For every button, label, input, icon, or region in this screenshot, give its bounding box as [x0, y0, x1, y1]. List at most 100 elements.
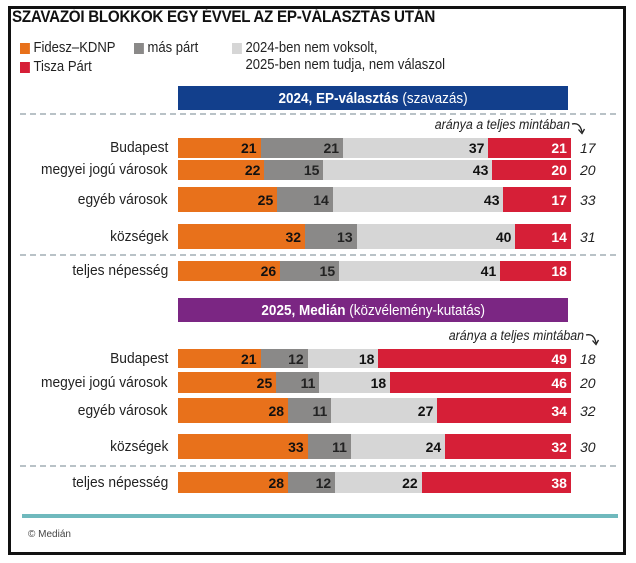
chart-title: SZAVAZÓI BLOKKOK EGY ÉVVEL AZ EP-VÁLASZT…	[12, 8, 436, 26]
data-label: 21	[240, 350, 257, 367]
category-label: egyéb városok	[78, 401, 168, 419]
bar-segment-fidesz: 33	[178, 434, 308, 459]
data-label: 28	[268, 474, 285, 491]
data-label: 18	[370, 374, 387, 391]
category-label: községek	[109, 227, 168, 245]
data-label: 11	[312, 402, 328, 419]
data-label: 22	[244, 162, 261, 178]
legend-label-tisza: Tisza Párt	[33, 59, 92, 75]
stacked-bar: 22 15 43 20	[178, 160, 571, 180]
data-label: 21	[240, 140, 257, 156]
stacked-bar: 28 12 22 38	[178, 472, 571, 493]
section-header-2025-rest: (közvélemény-kutatás)	[348, 301, 485, 319]
bar-segment-tisza: 32	[445, 434, 571, 459]
dashed-separator	[20, 465, 616, 467]
legend-item-undecided: 2024-ben nem voksolt, 2025-ben nem tudja…	[232, 40, 445, 74]
data-label: 28	[268, 402, 285, 419]
stacked-bar: 25 14 43 17	[178, 187, 571, 212]
share-of-sample-value: 17	[580, 140, 596, 156]
bar-segment-tisza: 46	[390, 372, 571, 393]
share-note-2025: aránya a teljes mintában	[448, 328, 584, 343]
legend-swatch-other	[134, 43, 144, 54]
data-label: 20	[551, 162, 567, 178]
data-label: 24	[425, 438, 442, 455]
legend-label-undecided: 2024-ben nem voksolt, 2025-ben nem tudja…	[246, 40, 446, 74]
share-of-sample-value: 20	[580, 162, 596, 178]
legend-item-tisza: Tisza Párt	[20, 59, 92, 76]
data-label: 26	[260, 263, 277, 279]
source-credit: © Medián	[28, 529, 71, 540]
stacked-bar: 21 21 37 21	[178, 138, 571, 158]
footer-rule	[22, 514, 618, 518]
bar-segment-tisza: 38	[421, 472, 571, 493]
bar-segment-undecided: 18	[307, 349, 379, 368]
bar-segment-tisza: 14	[515, 224, 571, 249]
data-label: 18	[358, 350, 375, 367]
data-label: 43	[483, 191, 500, 208]
category-label: teljes népesség	[72, 262, 168, 279]
data-label: 22	[402, 474, 418, 491]
bar-segment-tisza: 20	[492, 160, 571, 180]
share-of-sample-value: 31	[580, 228, 596, 245]
stacked-bar: 21 12 18 49	[178, 349, 571, 368]
data-label: 46	[551, 374, 567, 391]
bar-segment-other: 21	[260, 138, 344, 158]
data-label: 12	[288, 350, 304, 367]
stacked-bar: 33 11 24 32	[178, 434, 571, 459]
data-label: 15	[303, 162, 320, 178]
legend-swatch-fidesz	[20, 43, 30, 54]
section-header-2025-bold: 2025, Medián	[261, 301, 346, 319]
stacked-bar: 32 13 40 14	[178, 224, 571, 249]
legend-item-fidesz: Fidesz–KDNP	[20, 40, 115, 57]
category-label: Budapest	[109, 139, 168, 156]
bar-segment-tisza: 17	[503, 187, 571, 212]
data-label: 13	[337, 228, 353, 245]
data-label: 40	[495, 228, 512, 245]
data-label: 21	[323, 140, 340, 156]
stacked-bar: 25 11 18 46	[178, 372, 571, 393]
bar-segment-undecided: 37	[343, 138, 489, 158]
category-label: megyei jogú városok	[41, 161, 168, 178]
data-label: 14	[313, 191, 329, 208]
bar-segment-other: 13	[305, 224, 357, 249]
dashed-separator	[20, 254, 616, 256]
data-label: 32	[551, 438, 567, 455]
stacked-bar: 26 15 41 18	[178, 261, 571, 281]
data-label: 25	[257, 191, 274, 208]
bar-segment-other: 15	[264, 160, 324, 180]
data-label: 21	[551, 140, 567, 156]
category-label: teljes népesség	[72, 473, 168, 491]
bar-segment-other: 11	[276, 372, 320, 393]
section-header-2024: 2024, EP-választás (szavazás)	[178, 86, 568, 110]
bar-segment-other: 15	[280, 261, 340, 281]
bar-segment-fidesz: 21	[178, 138, 261, 158]
category-label: megyei jogú városok	[41, 373, 168, 391]
data-label: 32	[285, 228, 302, 245]
share-of-sample-value: 32	[580, 402, 596, 419]
bar-segment-undecided: 41	[339, 261, 501, 281]
section-header-2025: 2025, Medián (közvélemény-kutatás)	[178, 298, 568, 322]
bar-segment-fidesz: 25	[178, 372, 277, 393]
bar-segment-undecided: 43	[332, 187, 504, 212]
data-label: 27	[417, 402, 434, 419]
bar-segment-other: 11	[288, 398, 332, 423]
data-label: 17	[551, 191, 567, 208]
share-of-sample-value: 33	[580, 191, 596, 208]
bar-segment-tisza: 49	[378, 349, 571, 368]
bar-segment-other: 12	[260, 349, 308, 368]
share-note-2024: aránya a teljes mintában	[434, 117, 570, 132]
bar-segment-fidesz: 28	[178, 398, 289, 423]
dashed-separator	[20, 113, 616, 115]
data-label: 18	[551, 263, 567, 279]
data-label: 37	[468, 140, 485, 156]
data-label: 41	[480, 263, 497, 279]
share-of-sample-value: 20	[580, 374, 596, 391]
share-note-arrow-2024	[571, 123, 586, 135]
bar-segment-undecided: 18	[319, 372, 391, 393]
share-of-sample-value: 18	[580, 350, 596, 367]
bar-segment-undecided: 43	[323, 160, 493, 180]
legend-label-fidesz: Fidesz–KDNP	[33, 40, 116, 56]
data-label: 33	[288, 438, 304, 455]
bar-segment-fidesz: 21	[178, 349, 261, 368]
section-header-2024-rest: (szavazás)	[402, 89, 468, 107]
